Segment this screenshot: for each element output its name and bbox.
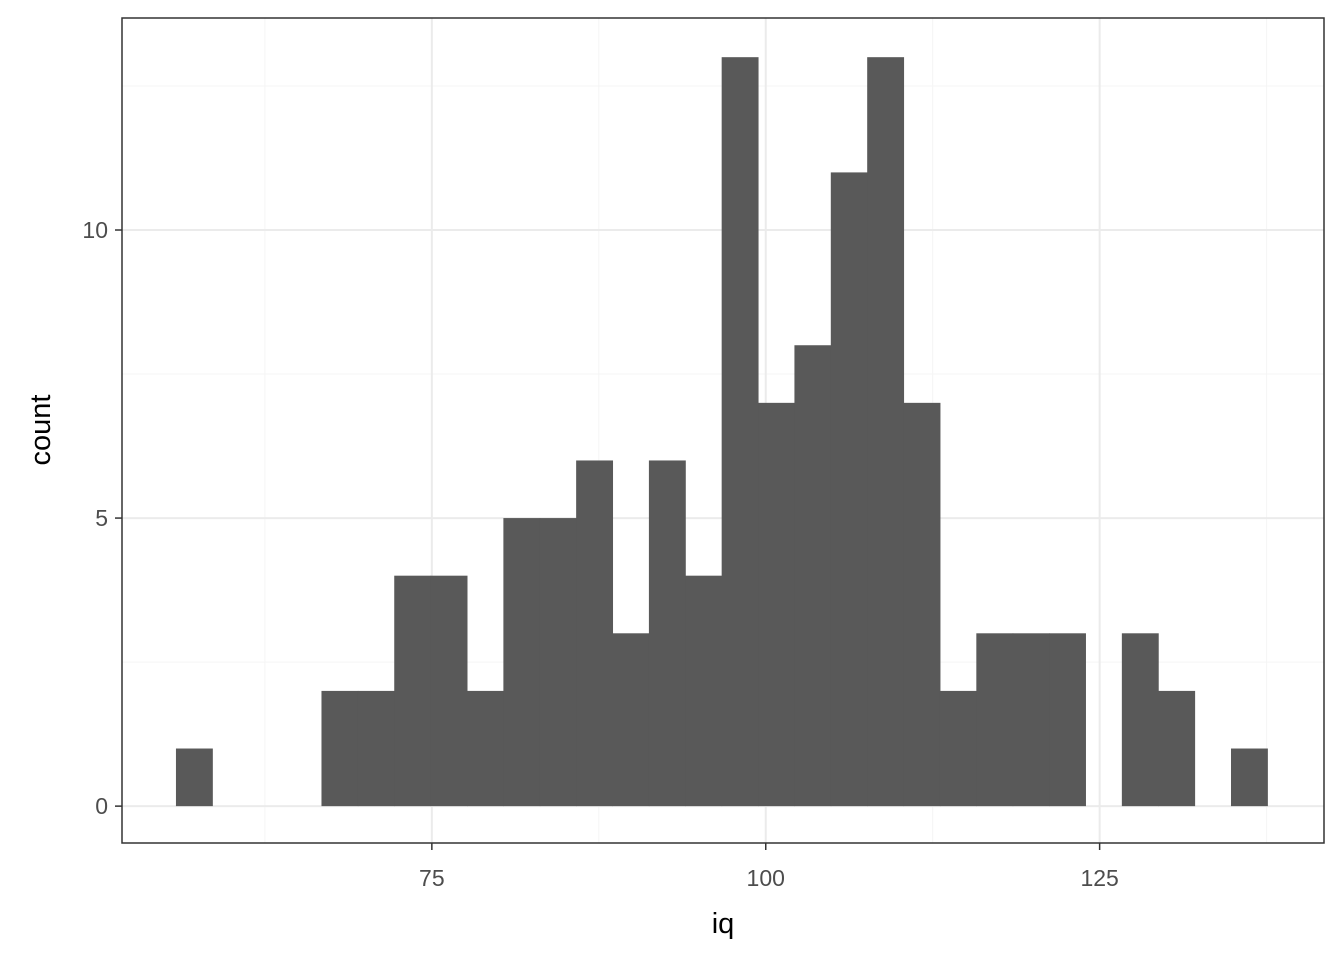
histogram-bar [357, 690, 395, 807]
histogram-bar [1230, 748, 1268, 807]
histogram-bar [1158, 690, 1196, 807]
histogram-bar [394, 575, 432, 807]
histogram-bar [1012, 633, 1050, 807]
x-axis-label: iq [712, 908, 735, 940]
histogram-bar [903, 402, 941, 807]
histogram-bar [794, 345, 832, 807]
histogram-bar [976, 633, 1014, 807]
histogram-bar [685, 575, 723, 807]
histogram-bar [175, 748, 213, 807]
histogram-bar [648, 460, 686, 807]
histogram-bar [612, 633, 650, 807]
panel-border [121, 17, 1325, 844]
bars [175, 57, 1268, 807]
x-tick-label: 125 [1080, 865, 1118, 891]
y-tick-label: 5 [95, 505, 108, 531]
histogram-bar [321, 690, 359, 807]
histogram-bar [867, 57, 905, 807]
histogram-bar [1121, 633, 1159, 807]
x-tick-label: 100 [747, 865, 785, 891]
axes: 75 100 125 0 5 10 [82, 217, 1118, 891]
y-tick-label: 0 [95, 793, 108, 819]
histogram-bar [1049, 633, 1086, 807]
histogram-bar [430, 575, 468, 807]
histogram-bar [830, 172, 868, 807]
histogram-bar [758, 402, 795, 807]
histogram-bar [576, 460, 614, 807]
histogram-bar [539, 518, 577, 807]
histogram-bar [467, 690, 504, 807]
histogram-bar [503, 518, 541, 807]
x-tick-label: 75 [419, 865, 445, 891]
y-tick-label: 10 [82, 217, 108, 243]
histogram-bar [721, 57, 759, 807]
histogram-bar [939, 690, 977, 807]
y-axis-label: count [25, 395, 57, 466]
